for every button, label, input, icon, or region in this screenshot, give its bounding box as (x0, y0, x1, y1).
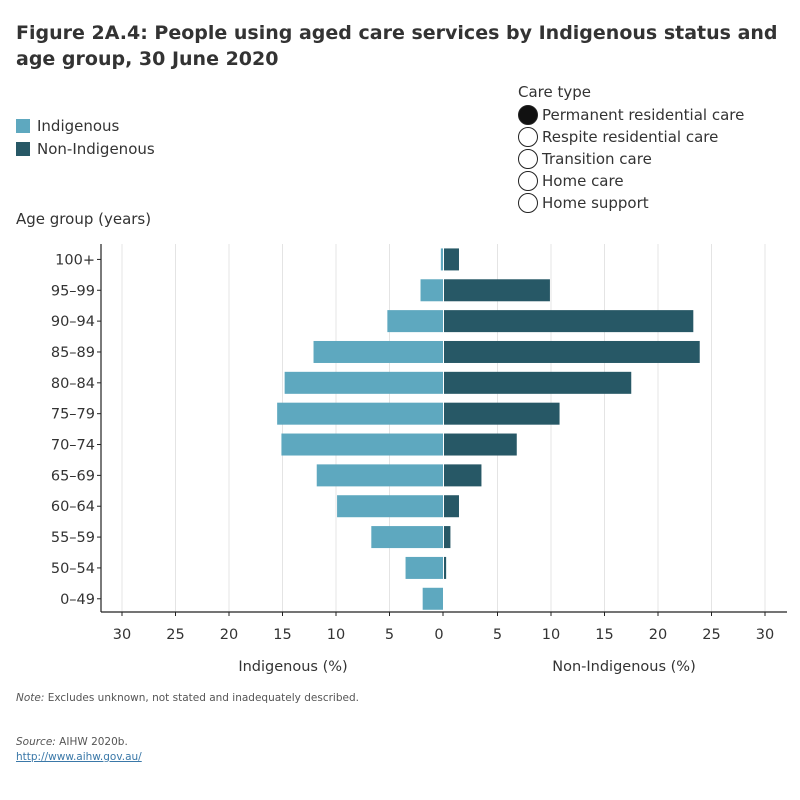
care-option-home-support[interactable]: Home support (518, 192, 744, 214)
series-legend: Indigenous Non-Indigenous (16, 114, 155, 160)
bar-non-indigenous (444, 248, 459, 271)
bar-indigenous (405, 556, 443, 579)
bar-indigenous (371, 526, 443, 549)
radio-icon[interactable] (518, 127, 538, 147)
y-axis-title: Age group (years) (16, 210, 152, 228)
bar-non-indigenous (444, 340, 700, 363)
care-option-label[interactable]: Transition care (542, 150, 652, 168)
x-axis-title-right: Non-Indigenous (%) (552, 659, 695, 675)
bar-indigenous (284, 371, 443, 394)
bar-indigenous (440, 248, 443, 271)
x-tick-label: 0 (434, 627, 443, 643)
source: Source: AIHW 2020b. (16, 736, 128, 748)
legend-swatch-non-indigenous (16, 141, 30, 156)
bar-non-indigenous (444, 526, 451, 549)
bar-non-indigenous (444, 433, 517, 456)
source-text: AIHW 2020b. (55, 736, 128, 748)
bar-indigenous (281, 433, 443, 456)
category-label: 0–49 (60, 592, 95, 608)
x-tick-label: 15 (595, 627, 613, 643)
bar-indigenous (277, 402, 443, 425)
x-tick-label: 30 (113, 627, 131, 643)
care-option-label[interactable]: Home support (542, 194, 649, 212)
bar-non-indigenous (444, 371, 632, 394)
x-tick-label: 20 (220, 627, 238, 643)
category-label: 70–74 (51, 438, 95, 454)
note-label: Note: (16, 692, 45, 704)
note: Note: Excludes unknown, not stated and i… (16, 692, 359, 704)
bar-non-indigenous (444, 310, 694, 333)
bar-indigenous (422, 587, 443, 610)
radio-icon[interactable] (518, 171, 538, 191)
care-type-filter: Care type Permanent residential care Res… (518, 82, 744, 214)
x-tick-label: 25 (702, 627, 720, 643)
care-type-heading: Care type (518, 83, 592, 101)
care-option-transition[interactable]: Transition care (518, 148, 744, 170)
legend-swatch-indigenous (16, 118, 30, 133)
x-tick-label: 15 (273, 627, 291, 643)
care-option-label[interactable]: Home care (542, 172, 624, 190)
bar-non-indigenous (444, 402, 560, 425)
radio-icon-selected[interactable] (518, 105, 538, 125)
care-option-home-care[interactable]: Home care (518, 170, 744, 192)
chart-title: Figure 2A.4: People using aged care serv… (16, 22, 778, 70)
category-label: 95–99 (51, 283, 95, 299)
category-label: 85–89 (51, 345, 95, 361)
source-label: Source: (16, 736, 56, 748)
care-option-label[interactable]: Permanent residential care (542, 106, 745, 124)
radio-icon[interactable] (518, 149, 538, 169)
category-label: 80–84 (51, 376, 95, 392)
bar-indigenous (313, 340, 443, 363)
care-option-respite-residential[interactable]: Respite residential care (518, 126, 744, 148)
x-tick-label: 10 (542, 627, 560, 643)
x-tick-label: 25 (166, 627, 184, 643)
category-label: 55–59 (51, 530, 95, 546)
x-axis-title-left: Indigenous (%) (238, 659, 347, 675)
bar-non-indigenous (444, 279, 550, 302)
bar-indigenous (316, 464, 443, 487)
category-label: 50–54 (51, 561, 95, 577)
category-label: 60–64 (51, 499, 95, 515)
category-label: 100+ (55, 252, 95, 268)
x-tick-label: 5 (385, 627, 394, 643)
legend-label-indigenous: Indigenous (37, 116, 120, 135)
bar-indigenous (420, 279, 443, 302)
note-text: Excludes unknown, not stated and inadequ… (44, 692, 359, 704)
category-label: 65–69 (51, 468, 95, 484)
legend-item-non-indigenous: Non-Indigenous (16, 137, 155, 160)
radio-icon[interactable] (518, 193, 538, 213)
legend-label-non-indigenous: Non-Indigenous (37, 139, 155, 158)
bar-indigenous (387, 310, 443, 333)
pyramid-chart: 100+ 95–99 90–94 85–89 80–84 75–79 70–74 65–69 6… (51, 244, 787, 675)
x-tick-label: 10 (327, 627, 345, 643)
care-option-permanent-residential[interactable]: Permanent residential care (518, 104, 744, 126)
category-label: 75–79 (51, 407, 95, 423)
x-tick-label: 30 (756, 627, 774, 643)
x-tick-label: 5 (493, 627, 502, 643)
category-label: 90–94 (51, 314, 95, 330)
bar-non-indigenous (444, 556, 447, 579)
legend-item-indigenous: Indigenous (16, 114, 155, 137)
x-tick-label: 20 (649, 627, 667, 643)
source-link[interactable]: http://www.aihw.gov.au/ (16, 751, 142, 763)
care-option-label[interactable]: Respite residential care (542, 128, 719, 146)
bar-indigenous (337, 495, 443, 518)
bar-non-indigenous (444, 464, 482, 487)
bar-non-indigenous (444, 495, 459, 518)
